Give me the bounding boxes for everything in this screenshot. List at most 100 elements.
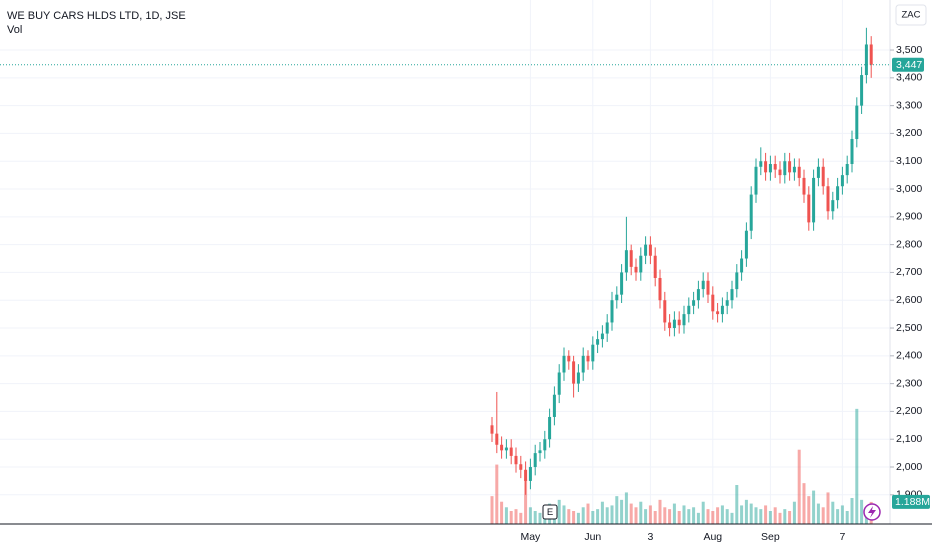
volume-bar	[668, 509, 672, 524]
volume-bar	[533, 511, 537, 524]
candle-body	[514, 455, 518, 465]
volume-bar	[509, 511, 513, 524]
candle-body	[562, 355, 566, 373]
volume-bar	[576, 512, 580, 524]
volume-bar	[490, 496, 494, 524]
y-tick-label: 2,600	[896, 294, 922, 306]
candle-body	[840, 175, 844, 187]
volume-bar	[768, 511, 772, 524]
candle-body	[538, 450, 542, 454]
earnings-marker: E	[547, 507, 553, 518]
earnings-box[interactable]	[542, 504, 558, 520]
y-tick-label: 2,000	[896, 461, 922, 473]
candle-body	[615, 294, 619, 301]
candle-body	[552, 394, 556, 417]
y-tick-label: 3,400	[896, 72, 922, 84]
candle-body	[663, 300, 667, 323]
volume-title: Vol	[7, 24, 22, 36]
volume-bar	[524, 479, 528, 524]
last-price-box	[892, 57, 924, 72]
candle-body	[845, 164, 849, 176]
volume-bar	[620, 499, 624, 524]
candle-body	[620, 272, 624, 295]
volume-bar	[711, 511, 715, 524]
volume-bar	[672, 503, 676, 524]
candle-body	[567, 355, 571, 362]
candle-body	[605, 322, 609, 334]
volume-bar	[812, 490, 816, 524]
volume-bar	[639, 501, 643, 524]
volume-bar	[528, 507, 532, 524]
volume-bar	[720, 505, 724, 524]
candle-body	[629, 250, 633, 267]
volume-bar	[725, 509, 729, 524]
volume-bar	[855, 408, 859, 524]
candle-body	[677, 319, 681, 326]
currency-box[interactable]	[895, 4, 927, 26]
y-tick-label: 3,000	[896, 183, 922, 195]
volume-bar	[567, 509, 571, 524]
volume-bar	[792, 501, 796, 524]
volume-bar	[701, 501, 705, 524]
marks	[490, 27, 873, 524]
candle-body	[797, 166, 801, 178]
volume-bar	[802, 483, 806, 524]
candle-body	[754, 166, 758, 195]
x-tick-label: Sep	[761, 531, 780, 543]
volume-bar	[696, 512, 700, 524]
candle-body	[768, 164, 772, 173]
candle-body	[596, 339, 600, 345]
last-volume-box	[892, 494, 930, 509]
volume-bar	[744, 499, 748, 524]
candle-body	[836, 186, 840, 201]
candle-body	[639, 255, 643, 273]
candle-body	[572, 361, 576, 384]
last-volume-label: 1.188M	[895, 496, 930, 508]
candle-body	[557, 372, 561, 395]
volume-bar	[807, 496, 811, 524]
candle-body	[682, 314, 686, 326]
volume-bar	[687, 509, 691, 524]
candle-body	[687, 305, 691, 315]
chart-title: WE BUY CARS HLDS LTD, 1D, JSE	[7, 10, 186, 22]
x-tick-label: Aug	[703, 531, 722, 543]
volume-bar	[735, 485, 739, 524]
volume-bar	[504, 507, 508, 524]
candle-body	[764, 161, 768, 173]
x-tick-label: 7	[839, 531, 845, 543]
candle-body	[500, 444, 504, 451]
candle-body	[740, 258, 744, 273]
candle-body	[812, 177, 816, 223]
candle-body	[826, 186, 830, 212]
volume-bar	[581, 507, 585, 524]
y-tick-label: 2,100	[896, 433, 922, 445]
volume-bar	[773, 507, 777, 524]
volume-bar	[860, 499, 864, 524]
candle-body	[668, 322, 672, 329]
volume-bar	[644, 509, 648, 524]
candle-body	[581, 355, 585, 373]
volume-bar	[764, 505, 768, 524]
candle-body	[576, 372, 580, 384]
y-tick-label: 2,400	[896, 350, 922, 362]
last-price-label: 3,447	[896, 59, 922, 71]
volume-bar	[706, 509, 710, 524]
candle-body	[509, 447, 513, 456]
candle-body	[701, 280, 705, 290]
candle-body	[860, 75, 864, 106]
volume-bar	[629, 503, 633, 524]
candle-body	[816, 166, 820, 178]
candle-body	[634, 266, 638, 273]
volume-bar	[653, 511, 657, 524]
volume-bar	[692, 507, 696, 524]
volume-bar	[514, 509, 518, 524]
candle-body	[855, 105, 859, 139]
volume-bar	[538, 512, 542, 524]
candle-body	[644, 244, 648, 256]
candle-body	[749, 194, 753, 231]
candle-body	[519, 464, 523, 470]
candle-body	[725, 300, 729, 306]
x-tick-label: 3	[647, 531, 653, 543]
